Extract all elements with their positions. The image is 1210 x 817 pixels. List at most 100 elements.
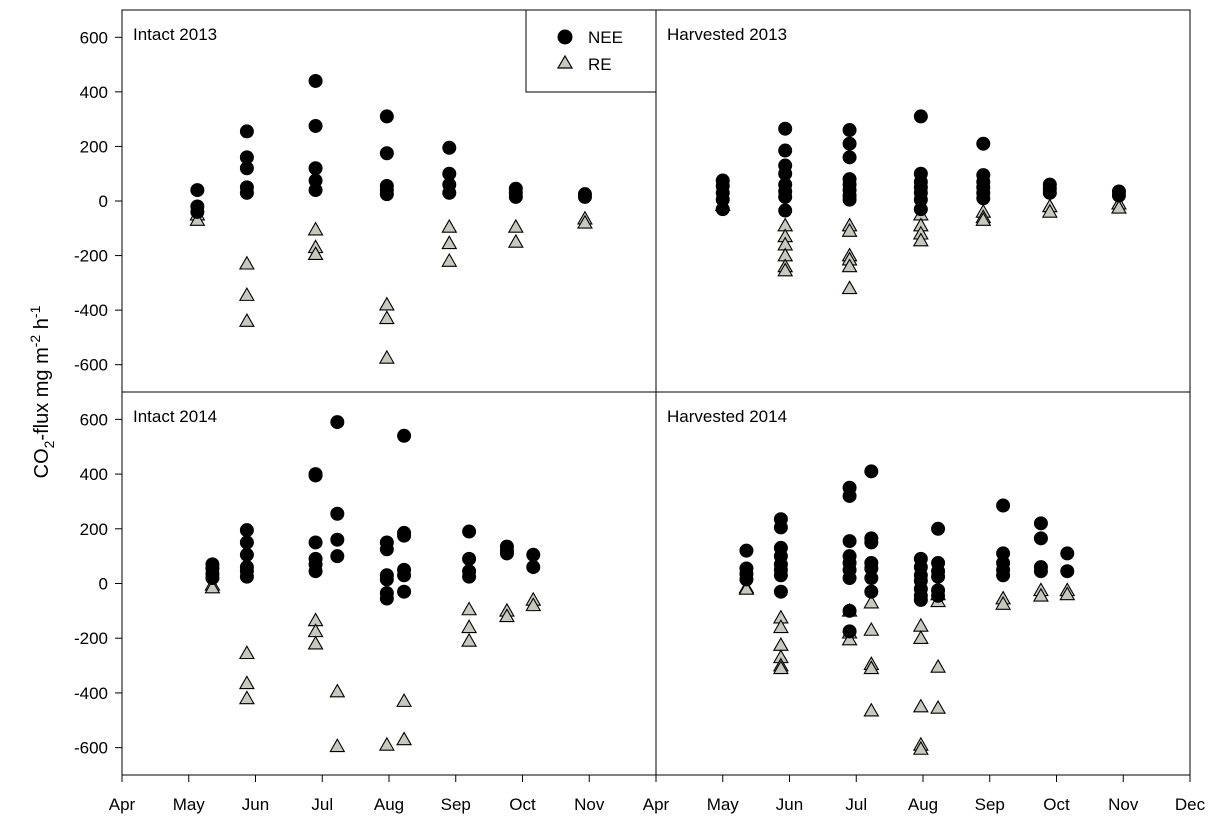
re-point (461, 619, 478, 634)
re-point (507, 218, 524, 233)
re-point (841, 258, 858, 273)
nee-point (462, 524, 477, 539)
re-point (498, 608, 515, 623)
re-point (441, 218, 458, 233)
x-tick-label: Jul (845, 795, 867, 814)
y-axis-label-mid2: h (31, 318, 53, 335)
nee-point (508, 189, 523, 204)
re-point (738, 580, 755, 595)
nee-point (842, 624, 857, 639)
nee-point (1060, 564, 1075, 579)
re-point (841, 222, 858, 237)
nee-point (739, 572, 754, 587)
y-tick-label: -600 (74, 356, 108, 375)
y-tick-label: 400 (80, 83, 108, 102)
y-tick-label: 0 (99, 192, 108, 211)
nee-point (842, 534, 857, 549)
nee-point (739, 543, 754, 558)
x-tick-label: May (173, 795, 206, 814)
re-point (461, 632, 478, 647)
nee-point (913, 592, 928, 607)
nee-point (1042, 185, 1057, 200)
x-tick-label: May (707, 795, 740, 814)
re-point (863, 621, 880, 636)
nee-point (379, 542, 394, 557)
y-tick-label: -200 (74, 629, 108, 648)
nee-point (842, 488, 857, 503)
nee-point (778, 203, 793, 218)
nee-point (308, 73, 323, 88)
x-tick-label: Nov (574, 795, 605, 814)
re-point (238, 690, 255, 705)
panel-title-4: Harvested 2014 (667, 407, 787, 426)
re-point (441, 235, 458, 250)
nee-point (976, 191, 991, 206)
x-tick-label: Oct (509, 795, 536, 814)
nee-point (778, 189, 793, 204)
x-tick-label: Jun (776, 795, 803, 814)
y-tick-label: 0 (99, 575, 108, 594)
re-point (307, 635, 324, 650)
nee-point (330, 532, 345, 547)
nee-point (308, 564, 323, 579)
re-point (930, 658, 947, 673)
re-point (912, 740, 929, 755)
re-point (1059, 586, 1076, 601)
nee-point (931, 569, 946, 584)
re-point (772, 636, 789, 651)
nee-point (397, 528, 412, 543)
re-point (238, 287, 255, 301)
re-point (238, 255, 255, 270)
nee-point (842, 136, 857, 151)
nee-point (308, 161, 323, 176)
re-point (772, 619, 789, 634)
x-tick-label: Nov (1108, 795, 1139, 814)
legend-box (525, 9, 657, 93)
nee-point (842, 123, 857, 138)
x-tick-label: Sep (975, 795, 1005, 814)
x-tick-label: Aug (374, 795, 404, 814)
re-point (912, 698, 929, 713)
re-point (204, 579, 221, 594)
re-point (378, 310, 395, 325)
nee-point (379, 187, 394, 202)
re-point (378, 349, 395, 364)
re-point (841, 280, 858, 295)
nee-point (931, 588, 946, 603)
nee-point (976, 136, 991, 151)
re-point (461, 601, 478, 616)
re-point (772, 660, 789, 675)
nee-point (842, 192, 857, 207)
nee-point (330, 506, 345, 521)
panel-title-1: Intact 2013 (133, 25, 217, 44)
re-point (441, 252, 458, 267)
re-point (1032, 587, 1049, 602)
re-point (863, 702, 880, 717)
nee-point (397, 584, 412, 599)
nee-point (239, 161, 254, 176)
re-point (841, 631, 858, 646)
re-point (975, 211, 992, 226)
nee-point (379, 146, 394, 161)
nee-point (1060, 546, 1075, 561)
legend-re-label: RE (588, 55, 612, 74)
re-point (576, 214, 593, 229)
nee-point (1111, 188, 1126, 203)
nee-point (1033, 564, 1048, 579)
y-tick-label: 600 (80, 28, 108, 47)
y-tick-label: -200 (74, 247, 108, 266)
y-tick-label: -400 (74, 301, 108, 320)
re-point (995, 595, 1012, 610)
nee-point (330, 549, 345, 564)
re-point (378, 736, 395, 751)
nee-point (308, 183, 323, 198)
nee-point (397, 428, 412, 443)
nee-point (205, 571, 220, 586)
re-point (329, 683, 346, 698)
y-tick-label: -600 (74, 739, 108, 758)
nee-point (842, 603, 857, 618)
x-tick-label: Oct (1043, 795, 1070, 814)
nee-point (526, 547, 541, 562)
nee-point (462, 551, 477, 566)
